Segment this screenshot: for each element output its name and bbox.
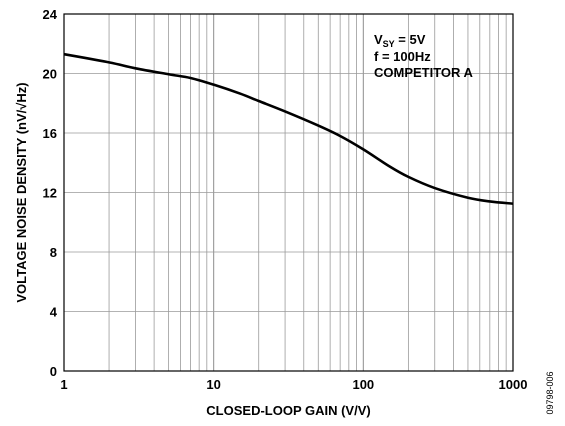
annotation-frequency: f = 100Hz <box>374 49 431 64</box>
y-tick-labels: 0 4 8 12 16 20 24 <box>43 7 58 379</box>
figure-id: 09798-006 <box>545 371 555 414</box>
x-tick-label: 100 <box>352 377 374 392</box>
y-tick-label: 0 <box>50 364 57 379</box>
annotation-competitor: COMPETITOR A <box>374 65 474 80</box>
x-tick-label: 1 <box>60 377 67 392</box>
y-tick-label: 24 <box>43 7 58 22</box>
annotation-vsy-main: V <box>374 32 383 47</box>
annotation-vsy-sub: SY <box>383 39 395 49</box>
x-tick-label: 10 <box>206 377 220 392</box>
y-tick-label: 4 <box>50 305 58 320</box>
y-axis-title: VOLTAGE NOISE DENSITY (nV/√Hz) <box>14 82 29 302</box>
y-tick-label: 12 <box>43 186 57 201</box>
annotation-vsy-value: = 5V <box>395 32 426 47</box>
condition-annotation: VSY = 5V f = 100Hz COMPETITOR A <box>374 32 474 80</box>
series-line <box>63 52 514 205</box>
series-group <box>63 52 514 205</box>
annotation-supply-voltage: VSY = 5V <box>374 32 426 49</box>
x-axis-title: CLOSED-LOOP GAIN (V/V) <box>206 403 370 418</box>
y-tick-label: 8 <box>50 245 57 260</box>
y-tick-label: 20 <box>43 67 57 82</box>
grid <box>64 14 513 371</box>
plot-frame <box>63 13 514 372</box>
y-tick-label: 16 <box>43 126 57 141</box>
x-tick-labels: 1 10 100 1000 <box>60 377 527 392</box>
x-tick-label: 1000 <box>499 377 528 392</box>
